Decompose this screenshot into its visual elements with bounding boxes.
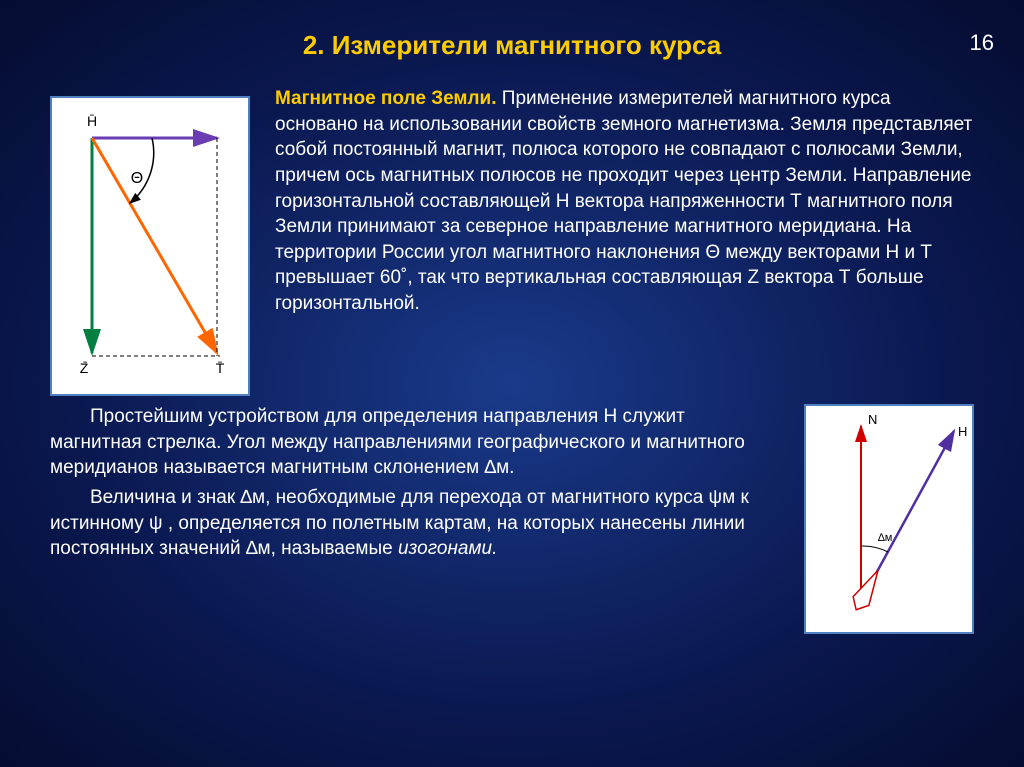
label-N: N <box>868 412 877 427</box>
label-H: H̄ <box>87 113 97 129</box>
label-H2: H <box>958 424 967 439</box>
para1-text: Применение измерителей магнитного курса … <box>275 88 972 314</box>
subtitle: Магнитное поле Земли. <box>275 88 497 109</box>
compass-diagram-right: N H ∆м <box>804 404 974 634</box>
para3: Величина и знак ∆м, необходимые для пере… <box>50 485 779 562</box>
para2: Простейшим устройством для определения н… <box>50 404 779 481</box>
label-delta: ∆м <box>878 532 892 544</box>
label-Z: Z̄ <box>80 360 89 376</box>
vector-diagram-left: H̄ Z̄ T̄ Θ <box>50 96 250 396</box>
slide-title: 2. Измерители магнитного курса <box>50 30 974 61</box>
label-T: T̄ <box>216 360 225 376</box>
page-number: 16 <box>970 30 994 56</box>
label-Theta: Θ <box>131 170 143 187</box>
main-paragraph: Магнитное поле Земли. Применение измерит… <box>275 86 974 396</box>
lower-paragraphs: Простейшим устройством для определения н… <box>50 404 779 634</box>
